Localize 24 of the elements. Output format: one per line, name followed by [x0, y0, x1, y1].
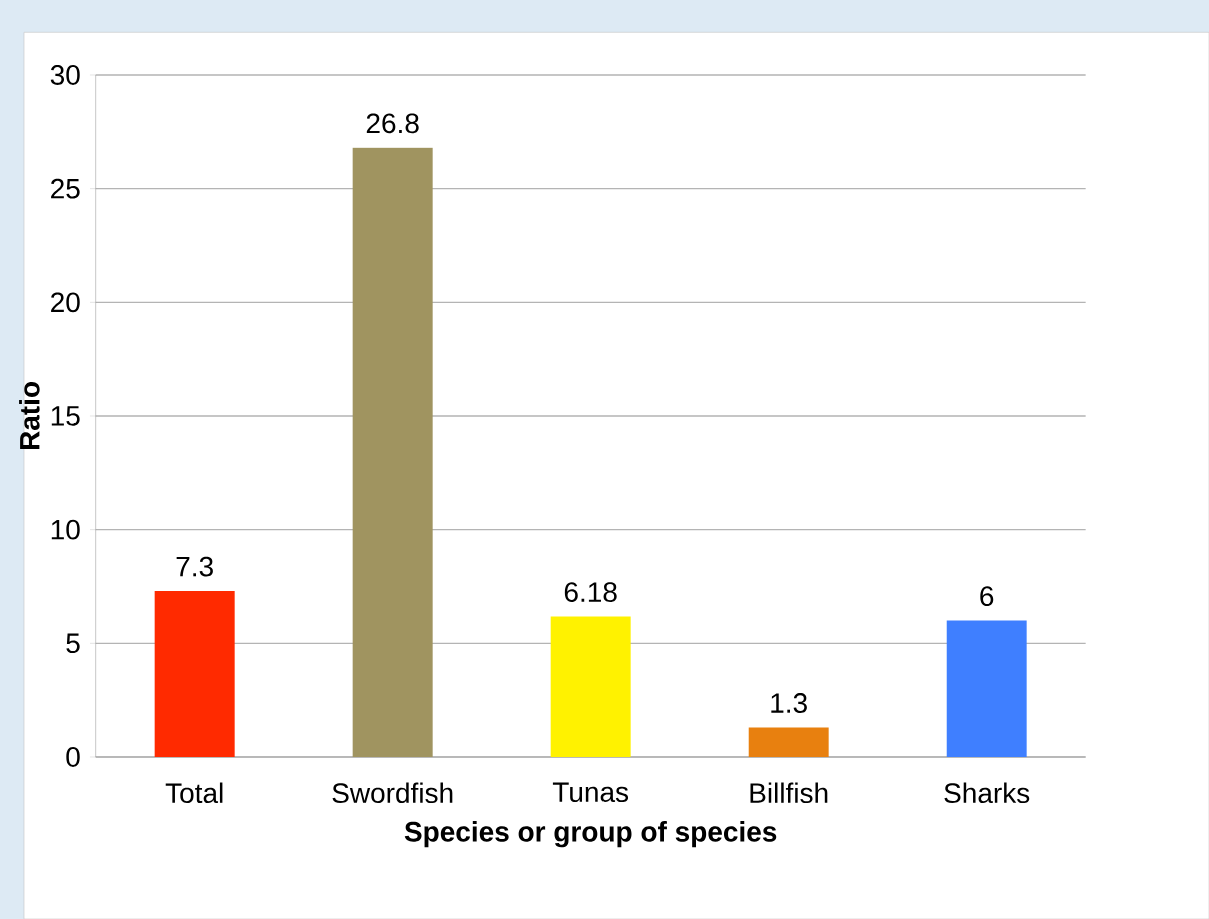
- x-tick-label: Sharks: [944, 782, 1030, 804]
- bar: [946, 620, 1027, 757]
- bar: [154, 591, 235, 757]
- data-label: 6: [980, 586, 994, 607]
- x-axis-title: Species or group of species: [404, 821, 777, 848]
- bar: [352, 147, 433, 757]
- y-tick-label: 15: [51, 406, 80, 426]
- bar: [550, 616, 631, 757]
- y-tick-label: 0: [66, 747, 80, 767]
- x-tick-label: Total: [165, 782, 223, 804]
- y-tick-label: 25: [51, 178, 80, 199]
- y-axis-title: Ratio: [19, 382, 40, 450]
- y-tick-label: 20: [51, 292, 80, 313]
- y-tick-label: 5: [66, 633, 80, 654]
- data-label: 7.3: [176, 556, 213, 577]
- data-label: 6.18: [564, 582, 617, 602]
- y-tick-label: 30: [50, 65, 80, 85]
- x-tick-label: Swordfish: [332, 782, 453, 804]
- data-label: 1.3: [771, 693, 807, 713]
- x-tick-label: Tunas: [552, 782, 629, 803]
- data-label: 26.8: [366, 113, 419, 134]
- x-tick-label: Billfish: [750, 782, 828, 804]
- y-tick-label: 10: [51, 519, 80, 540]
- bar: [748, 727, 829, 757]
